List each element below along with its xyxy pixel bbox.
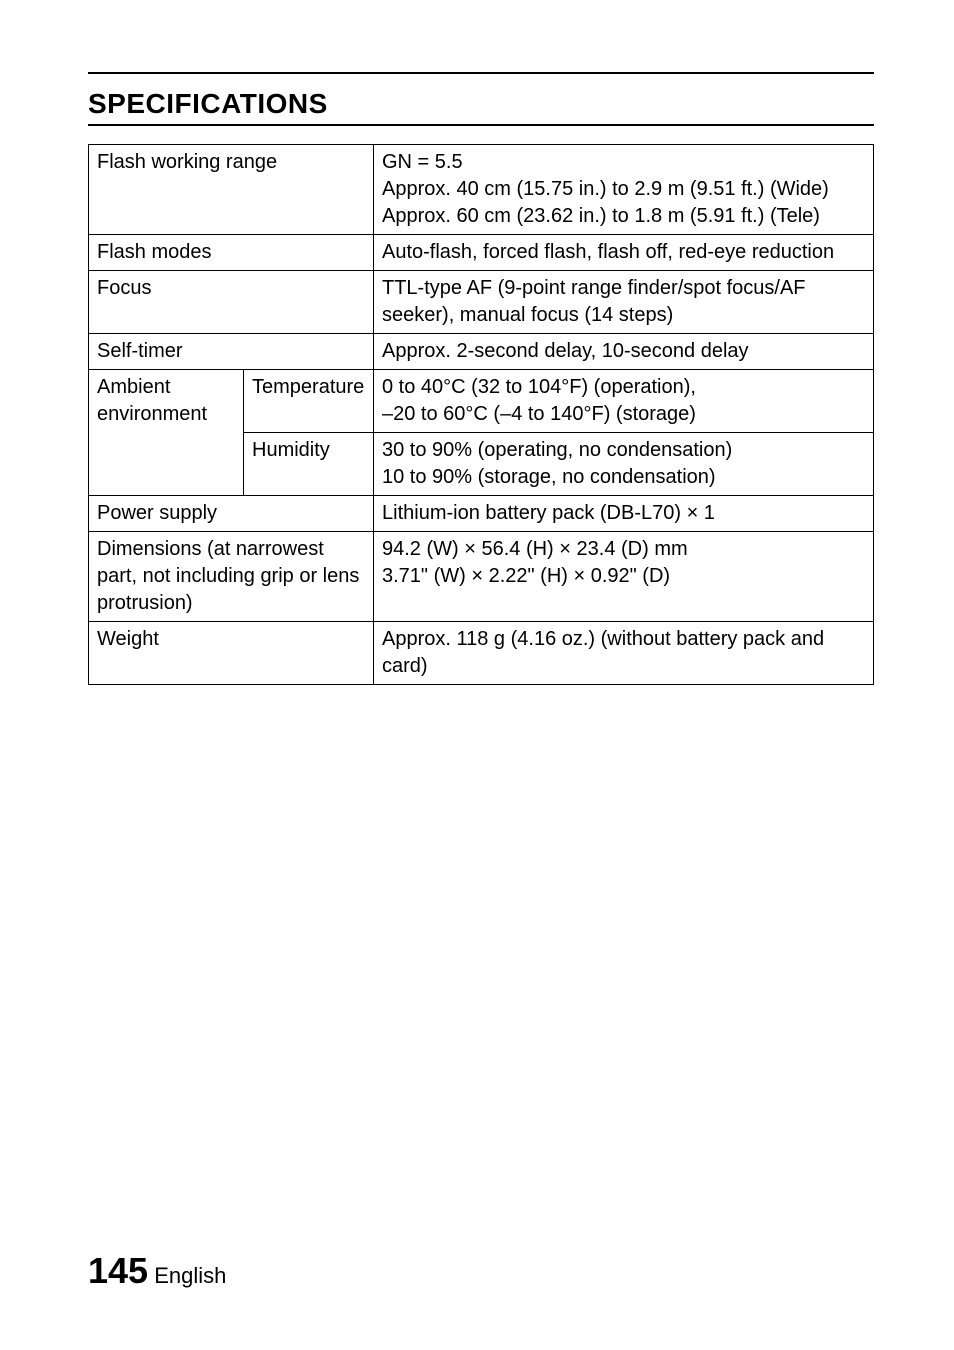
- spec-label: Flash working range: [89, 145, 374, 235]
- spec-value: TTL-type AF (9-point range finder/spot f…: [374, 271, 874, 334]
- spec-value: Approx. 2-second delay, 10-second delay: [374, 334, 874, 370]
- spec-value: 0 to 40°C (32 to 104°F) (operation),–20 …: [374, 370, 874, 433]
- spec-value: Lithium-ion battery pack (DB-L70) × 1: [374, 496, 874, 532]
- spec-value: 94.2 (W) × 56.4 (H) × 23.4 (D) mm3.71" (…: [374, 532, 874, 622]
- page-language: English: [154, 1263, 226, 1288]
- title-underline: [88, 124, 874, 126]
- table-row: Focus TTL-type AF (9-point range finder/…: [89, 271, 874, 334]
- spec-label: Weight: [89, 622, 374, 685]
- table-row: Dimensions (at narrowest part, not inclu…: [89, 532, 874, 622]
- table-row: Flash modes Auto-flash, forced flash, fl…: [89, 235, 874, 271]
- spec-value: 30 to 90% (operating, no condensation)10…: [374, 433, 874, 496]
- spec-value: Approx. 118 g (4.16 oz.) (without batter…: [374, 622, 874, 685]
- spec-label: Dimensions (at narrowest part, not inclu…: [89, 532, 374, 622]
- table-row: Self-timer Approx. 2-second delay, 10-se…: [89, 334, 874, 370]
- top-rule: [88, 72, 874, 74]
- spec-table: Flash working range GN = 5.5Approx. 40 c…: [88, 144, 874, 685]
- spec-label: Power supply: [89, 496, 374, 532]
- table-row: Weight Approx. 118 g (4.16 oz.) (without…: [89, 622, 874, 685]
- table-row: Ambient environment Temperature 0 to 40°…: [89, 370, 874, 433]
- spec-label: Ambient environment: [89, 370, 244, 496]
- page-footer: 145 English: [88, 1250, 226, 1292]
- spec-label: Self-timer: [89, 334, 374, 370]
- page-number: 145: [88, 1250, 148, 1291]
- spec-sublabel: Temperature: [244, 370, 374, 433]
- spec-label: Focus: [89, 271, 374, 334]
- table-row: Power supply Lithium-ion battery pack (D…: [89, 496, 874, 532]
- table-row: Flash working range GN = 5.5Approx. 40 c…: [89, 145, 874, 235]
- spec-value: GN = 5.5Approx. 40 cm (15.75 in.) to 2.9…: [374, 145, 874, 235]
- spec-sublabel: Humidity: [244, 433, 374, 496]
- page-title: SPECIFICATIONS: [88, 88, 874, 120]
- spec-label: Flash modes: [89, 235, 374, 271]
- spec-value: Auto-flash, forced flash, flash off, red…: [374, 235, 874, 271]
